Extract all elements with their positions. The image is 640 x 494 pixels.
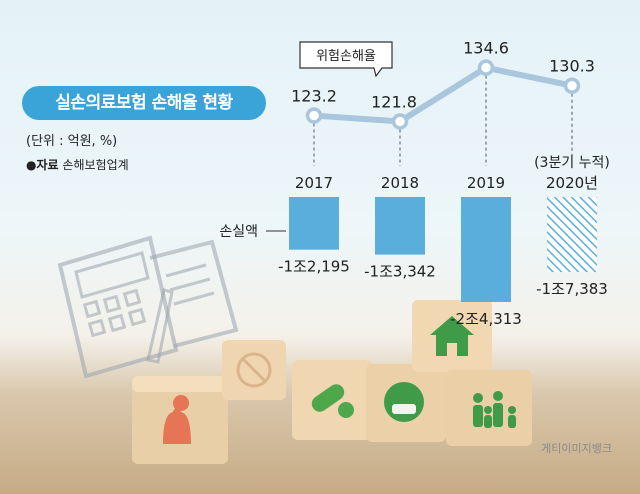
block-lungs <box>132 376 228 464</box>
block-mask <box>366 364 446 442</box>
guide-lines <box>313 75 573 166</box>
category-note: (3분기 누적) <box>534 155 610 171</box>
ratio-point <box>563 77 581 94</box>
source-note: ●자료 손해보험업계 <box>26 156 129 173</box>
loss-bar <box>289 197 339 250</box>
ratio-value-label: 121.8 <box>371 92 417 111</box>
loss-value-label: -1조3,342 <box>364 263 436 281</box>
block-virus <box>222 340 286 400</box>
block-pill <box>292 360 372 440</box>
ratio-series-line <box>313 64 573 125</box>
loss-value-label: -1조2,195 <box>278 258 350 276</box>
ratio-legend-callout <box>299 41 393 78</box>
ratio-value-label: 130.3 <box>549 57 595 76</box>
calculator-illustration <box>57 235 179 379</box>
loss-bar <box>547 197 597 273</box>
source-text: 손해보험업계 <box>62 158 129 172</box>
block-house <box>412 300 492 372</box>
chart-labels: -1조2,195 2017 123.2 -1조3,342 2018 121.8 -2조4,3… <box>219 39 610 328</box>
ratio-point <box>477 59 495 76</box>
loss-value-label: -2조4,313 <box>450 310 522 328</box>
ratio-point <box>391 113 409 130</box>
ratio-value-label: 123.2 <box>291 87 337 106</box>
loss-value-label: -1조7,383 <box>536 280 608 298</box>
unit-label: (단위 : 억원, %) <box>26 134 118 149</box>
ratio-series-name: 위험손해율 <box>316 49 376 64</box>
loss-bars <box>289 197 597 302</box>
category-label: 2017 <box>295 174 333 192</box>
ratio-line <box>305 59 581 130</box>
source-label: 자료 <box>36 158 59 172</box>
loss-series-name: 손실액 <box>219 224 258 240</box>
loss-bar <box>375 197 425 255</box>
image-credit: 게티이미지뱅크 <box>541 442 612 455</box>
ratio-point <box>305 107 323 124</box>
chart-title: 실손의료보험 손해율 현황 <box>22 86 266 120</box>
block-family <box>446 370 532 446</box>
bullet-marker: ● <box>26 158 37 172</box>
loss-bar <box>461 197 511 302</box>
category-label: 2020년 <box>546 174 598 192</box>
ratio-value-label: 134.6 <box>463 39 509 58</box>
document-illustration <box>146 239 239 364</box>
category-label: 2019 <box>467 174 505 192</box>
category-label: 2018 <box>381 174 419 192</box>
